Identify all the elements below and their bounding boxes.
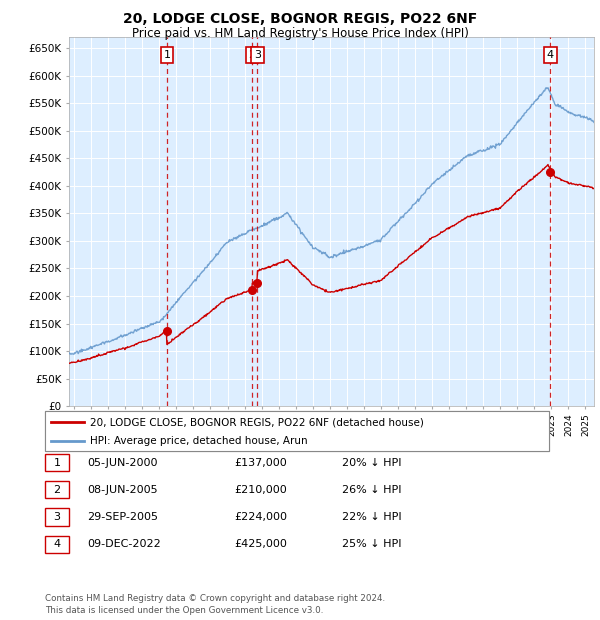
- Text: Price paid vs. HM Land Registry's House Price Index (HPI): Price paid vs. HM Land Registry's House …: [131, 27, 469, 40]
- Text: 20, LODGE CLOSE, BOGNOR REGIS, PO22 6NF (detached house): 20, LODGE CLOSE, BOGNOR REGIS, PO22 6NF …: [90, 417, 424, 427]
- Text: 3: 3: [53, 512, 61, 522]
- Text: 20, LODGE CLOSE, BOGNOR REGIS, PO22 6NF: 20, LODGE CLOSE, BOGNOR REGIS, PO22 6NF: [123, 12, 477, 27]
- Text: £224,000: £224,000: [234, 512, 287, 522]
- Text: 1: 1: [163, 50, 170, 60]
- Text: 05-JUN-2000: 05-JUN-2000: [87, 458, 157, 467]
- Text: 09-DEC-2022: 09-DEC-2022: [87, 539, 161, 549]
- Text: 3: 3: [254, 50, 261, 60]
- Text: 2: 2: [53, 485, 61, 495]
- Text: £210,000: £210,000: [234, 485, 287, 495]
- Text: Contains HM Land Registry data © Crown copyright and database right 2024.
This d: Contains HM Land Registry data © Crown c…: [45, 594, 385, 615]
- Text: HPI: Average price, detached house, Arun: HPI: Average price, detached house, Arun: [90, 436, 308, 446]
- Text: £137,000: £137,000: [234, 458, 287, 467]
- Text: 1: 1: [53, 458, 61, 467]
- Text: 29-SEP-2005: 29-SEP-2005: [87, 512, 158, 522]
- Text: 20% ↓ HPI: 20% ↓ HPI: [342, 458, 401, 467]
- Text: 2: 2: [248, 50, 256, 60]
- Text: 25% ↓ HPI: 25% ↓ HPI: [342, 539, 401, 549]
- Text: 08-JUN-2005: 08-JUN-2005: [87, 485, 158, 495]
- Text: 22% ↓ HPI: 22% ↓ HPI: [342, 512, 401, 522]
- Text: 4: 4: [53, 539, 61, 549]
- Text: £425,000: £425,000: [234, 539, 287, 549]
- Text: 4: 4: [547, 50, 554, 60]
- Text: 26% ↓ HPI: 26% ↓ HPI: [342, 485, 401, 495]
